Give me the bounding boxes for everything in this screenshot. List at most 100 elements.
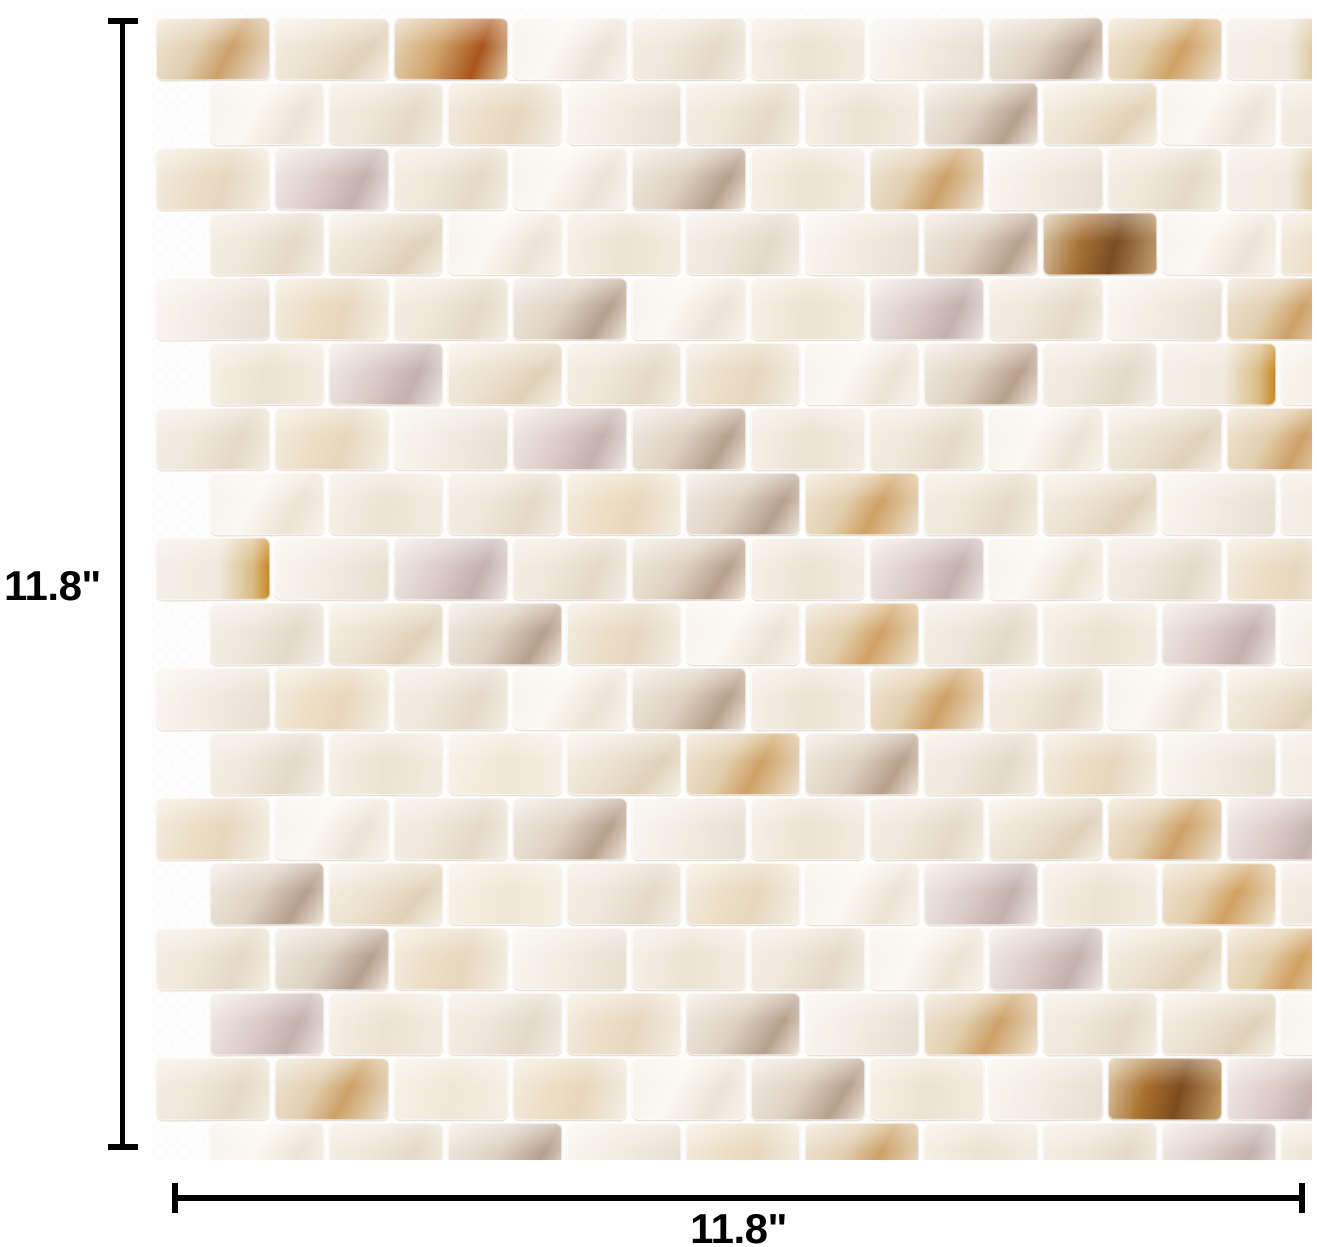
mosaic-tile: [923, 342, 1039, 406]
mosaic-tile: [988, 277, 1104, 341]
mosaic-tile: [686, 863, 800, 925]
mosaic-tile: [1280, 82, 1312, 146]
mosaic-tile: [447, 1122, 563, 1160]
mosaic-tile: [566, 992, 682, 1056]
mosaic-tile: [1107, 797, 1223, 861]
mosaic-tile: [274, 797, 390, 861]
mosaic-tile: [750, 147, 866, 211]
mosaic-tile: [512, 797, 628, 861]
mosaic-tile: [686, 993, 800, 1055]
mosaic-tile: [750, 537, 866, 601]
mosaic-tile: [686, 473, 800, 535]
mosaic-tile: [1161, 602, 1277, 666]
mosaic-tile: [1161, 342, 1277, 406]
mosaic-tile: [632, 278, 746, 340]
mosaic-tile: [328, 342, 444, 406]
mosaic-tile: [512, 537, 628, 601]
mosaic-tile: [923, 992, 1039, 1056]
tile-row: [155, 147, 1312, 211]
mosaic-tile: [988, 927, 1104, 991]
mosaic-tile: [804, 862, 920, 926]
mosaic-tile: [155, 147, 271, 211]
mosaic-tile: [1280, 602, 1312, 666]
mosaic-tile: [155, 927, 271, 991]
mosaic-tile: [328, 992, 444, 1056]
mosaic-tile: [988, 1057, 1104, 1121]
tile-row: [155, 927, 1312, 991]
tile-row: [155, 277, 1312, 341]
mosaic-tile: [512, 407, 628, 471]
mosaic-tile: [512, 147, 628, 211]
mosaic-tile: [1226, 797, 1312, 861]
mosaic-tile: [1280, 1122, 1312, 1160]
mosaic-tile: [923, 212, 1039, 276]
mosaic-tile: [447, 992, 563, 1056]
mosaic-tile: [804, 342, 920, 406]
mosaic-tile: [155, 1057, 271, 1121]
mosaic-tile: [274, 17, 390, 81]
mosaic-tile: [328, 602, 444, 666]
mosaic-tile: [209, 992, 325, 1056]
mosaic-tile: [923, 732, 1039, 796]
tile-row: [155, 797, 1312, 861]
mosaic-tile: [209, 342, 325, 406]
mosaic-tile: [447, 732, 563, 796]
mosaic-tile: [632, 798, 746, 860]
tile-row: [155, 667, 1312, 731]
mosaic-tile: [686, 83, 800, 145]
mosaic-tile: [155, 667, 271, 731]
mosaic-tile: [274, 1057, 390, 1121]
mosaic-tile: [1280, 862, 1312, 926]
mosaic-tile: [209, 212, 325, 276]
mosaic-tile: [1161, 992, 1277, 1056]
mosaic-tile: [447, 342, 563, 406]
tile-row: [209, 992, 1312, 1056]
mosaic-tile: [804, 732, 920, 796]
height-dimension-label: 11.8": [4, 562, 101, 609]
mosaic-tile: [1107, 17, 1223, 81]
mosaic-tile: [804, 472, 920, 536]
mosaic-tile: [632, 538, 746, 600]
mosaic-tile: [869, 537, 985, 601]
horizontal-dimension-left-cap: [172, 1183, 178, 1213]
mosaic-tile: [869, 407, 985, 471]
mosaic-tile: [804, 602, 920, 666]
mosaic-tile: [1042, 862, 1158, 926]
horizontal-dimension-shaft: [172, 1195, 1305, 1201]
mosaic-tile: [1042, 732, 1158, 796]
mosaic-tile: [209, 602, 325, 666]
mosaic-tile: [1161, 212, 1277, 276]
mosaic-tile: [1280, 342, 1312, 406]
tile-row: [209, 862, 1312, 926]
mosaic-tile: [686, 603, 800, 665]
tile-row: [209, 602, 1312, 666]
mosaic-tile: [328, 732, 444, 796]
mosaic-tile: [1042, 212, 1158, 276]
tile-row: [209, 732, 1312, 796]
mosaic-tile: [393, 17, 509, 81]
horizontal-dimension-right-cap: [1299, 1183, 1305, 1213]
mosaic-tile: [632, 408, 746, 470]
mosaic-tile: [988, 797, 1104, 861]
mosaic-tile: [328, 472, 444, 536]
mosaic-tile: [750, 277, 866, 341]
mosaic-tile: [923, 862, 1039, 926]
mosaic-tile: [686, 343, 800, 405]
mosaic-tile-sheet: [152, 8, 1312, 1160]
mosaic-tile: [869, 147, 985, 211]
mosaic-tile: [1042, 992, 1158, 1056]
mosaic-tile: [1042, 82, 1158, 146]
mosaic-tile: [274, 277, 390, 341]
width-dimension-label: 11.8": [690, 1205, 787, 1247]
mosaic-tile: [274, 147, 390, 211]
mosaic-tile: [393, 407, 509, 471]
mosaic-tile: [1226, 277, 1312, 341]
mosaic-tile: [566, 82, 682, 146]
mosaic-tile: [512, 1057, 628, 1121]
mosaic-tile: [566, 732, 682, 796]
mosaic-tile: [988, 17, 1104, 81]
mosaic-tile: [393, 277, 509, 341]
mosaic-tile: [1161, 82, 1277, 146]
tile-row: [209, 342, 1312, 406]
mosaic-tile: [804, 212, 920, 276]
